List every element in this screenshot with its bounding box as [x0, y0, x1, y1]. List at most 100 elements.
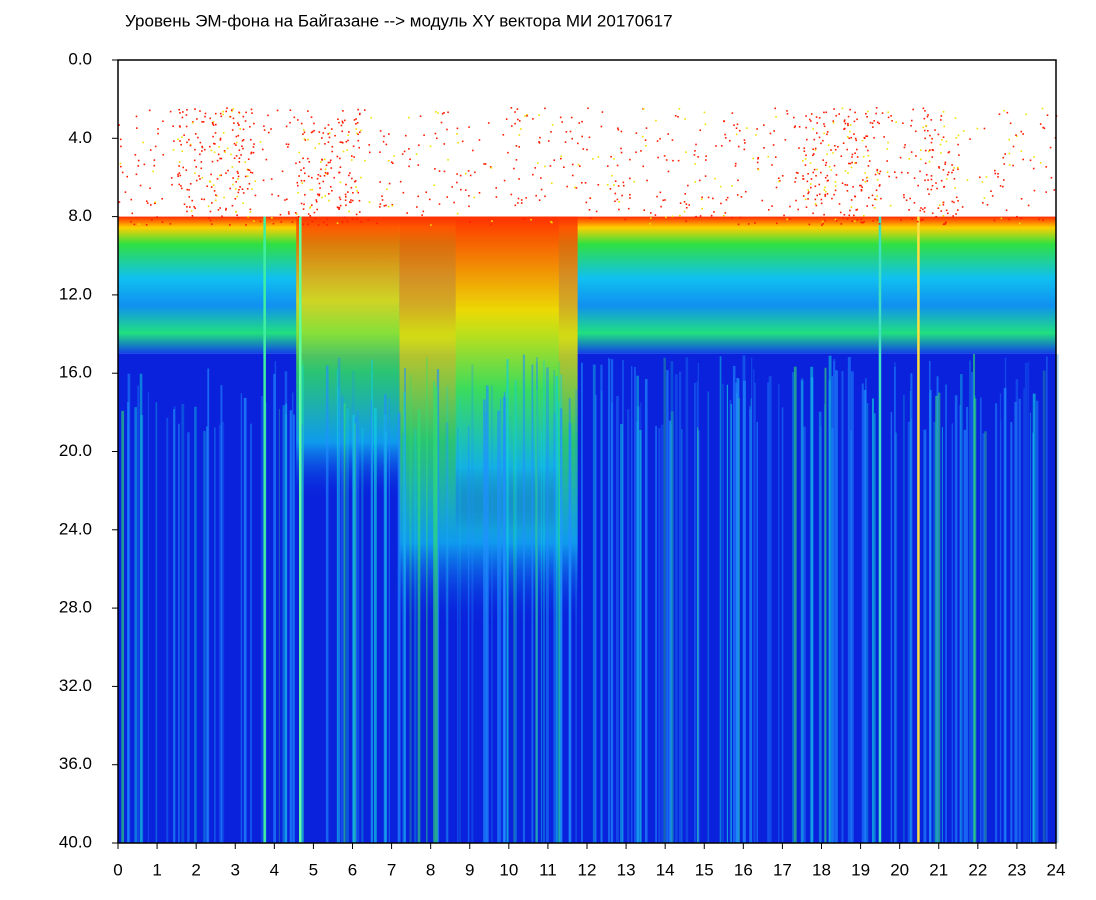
spectrogram-speckle — [773, 130, 776, 132]
spectrogram-streak — [863, 389, 867, 843]
spectrogram-streak — [356, 410, 360, 843]
spectrogram-speckle — [200, 167, 203, 170]
spectrogram-speckle — [514, 122, 516, 125]
spectrogram-speckle — [826, 153, 828, 156]
spectrogram-speckle — [812, 128, 815, 130]
spectrogram-speckle — [810, 186, 812, 189]
spectrogram-speckle — [853, 214, 855, 217]
spectrogram-speckle — [341, 120, 344, 123]
spectrogram-speckle — [223, 196, 225, 199]
spectrogram-speckle — [219, 157, 221, 160]
spectrogram-speckle — [978, 176, 981, 179]
spectrogram-speckle — [328, 199, 330, 202]
spectrogram-streak — [791, 372, 795, 843]
spectrogram-speckle — [826, 131, 829, 133]
spectrogram-speckle — [241, 188, 244, 190]
spectrogram-speckle — [198, 175, 200, 177]
spectrogram-speckle — [849, 162, 852, 165]
spectrogram-speckle — [347, 139, 349, 142]
spectrogram-speckle — [940, 119, 942, 121]
spectrogram-speckle — [854, 162, 856, 164]
spectrogram-speckle — [234, 197, 237, 200]
spectrogram-streak — [301, 424, 303, 843]
spectrogram-speckle — [313, 129, 315, 132]
spectrogram-speckle — [225, 207, 227, 210]
spectrogram-speckle — [714, 177, 716, 180]
spectrogram-speckle — [317, 173, 320, 176]
spectrogram-speckle — [872, 126, 874, 128]
spectrogram-speckle — [518, 134, 521, 136]
spectrogram-speckle — [739, 216, 742, 219]
spectrogram-speckle — [218, 145, 220, 148]
spectrogram-speckle — [277, 195, 280, 197]
spectrogram-speckle — [856, 156, 859, 158]
spectrogram-speckle — [154, 201, 157, 204]
spectrogram-speckle — [824, 176, 827, 179]
spectrogram-streak — [960, 374, 963, 843]
spectrogram-speckle — [802, 178, 804, 180]
spectrogram-speckle — [624, 218, 627, 221]
spectrogram-speckle — [220, 174, 223, 177]
spectrogram-speckle — [878, 122, 880, 125]
spectrogram-streak — [187, 432, 190, 843]
spectrogram-speckle — [862, 214, 865, 217]
spectrogram-speckle — [233, 157, 236, 160]
spectrogram-speckle — [180, 185, 182, 187]
spectrogram-speckle — [235, 135, 238, 138]
spectrogram-speckle — [876, 195, 878, 197]
spectrogram-speckle — [731, 112, 734, 114]
spectrogram-streak — [250, 423, 253, 843]
spectrogram-speckle — [665, 159, 668, 161]
spectrogram-speckle — [456, 212, 459, 215]
spectrogram-speckle — [300, 202, 303, 205]
spectrogram-streak — [434, 386, 438, 843]
spectrogram-speckle — [191, 215, 194, 217]
spectrogram-speckle — [353, 156, 355, 158]
spectrogram-speckle — [300, 122, 303, 125]
spectrogram-speckle — [210, 149, 213, 152]
spectrogram-speckle — [903, 146, 906, 149]
spectrogram-streak — [753, 369, 755, 843]
spectrogram-speckle — [834, 181, 837, 183]
spectrogram-speckle — [200, 198, 203, 200]
spectrogram-speckle — [137, 159, 140, 162]
spectrogram-streak — [558, 361, 561, 843]
spectrogram-speckle — [713, 211, 715, 213]
spectrogram-speckle — [930, 141, 933, 144]
spectrogram-speckle — [222, 110, 224, 113]
spectrogram-speckle — [172, 149, 175, 151]
spectrogram-speckle — [851, 220, 853, 223]
spectrogram-speckle — [329, 159, 332, 162]
spectrogram-speckle — [1002, 156, 1005, 159]
spectrogram-speckle — [178, 161, 181, 163]
spectrogram-speckle — [183, 203, 186, 206]
spectrogram-speckle — [307, 138, 309, 141]
spectrogram-speckle — [816, 194, 818, 197]
spectrogram-speckle — [1001, 185, 1004, 188]
spectrogram-speckle — [941, 139, 943, 141]
spectrogram-speckle — [423, 134, 425, 137]
spectrogram-speckle — [688, 204, 691, 206]
spectrogram-streak — [685, 357, 689, 843]
spectrogram-speckle — [532, 173, 534, 176]
spectrogram-streak — [513, 414, 515, 843]
spectrogram-speckle — [316, 193, 319, 196]
spectrogram-speckle — [425, 191, 428, 194]
spectrogram-speckle — [306, 157, 309, 160]
spectrogram-speckle — [814, 198, 817, 201]
spectrogram-speckle — [298, 161, 301, 163]
spectrogram-speckle — [815, 116, 818, 118]
spectrogram-speckle — [575, 187, 578, 189]
spectrogram-speckle — [860, 184, 862, 187]
spectrogram-speckle — [390, 161, 393, 164]
spectrogram-streak — [1029, 412, 1032, 843]
spectrogram-speckle — [871, 204, 874, 207]
spectrogram-speckle — [357, 191, 360, 194]
spectrogram-speckle — [923, 210, 926, 213]
spectrogram-speckle — [846, 217, 849, 220]
spectrogram-streak — [781, 407, 784, 843]
spectrogram-speckle — [883, 136, 885, 138]
spectrogram-speckle — [214, 194, 217, 196]
spectrogram-speckle — [207, 205, 210, 208]
spectrogram-speckle — [253, 122, 255, 125]
